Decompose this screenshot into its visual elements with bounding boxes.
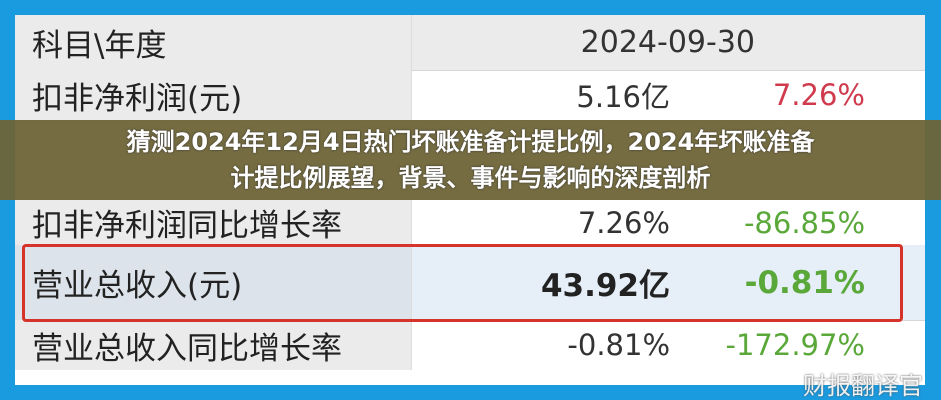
row-change: -0.81% bbox=[744, 264, 865, 301]
title-line-1: 猜测2024年12月4日热门坏账准备计提比例，2024年坏账准备 bbox=[126, 128, 815, 156]
table-header: 科目\年度 2024-09-30 bbox=[15, 15, 925, 71]
row-label: 营业总收入同比增长率 bbox=[15, 320, 412, 370]
title-overlay: 猜测2024年12月4日热门坏账准备计提比例，2024年坏账准备 计提比例展望，… bbox=[0, 120, 941, 200]
row-label: 扣非净利润同比增长率 bbox=[15, 200, 412, 245]
row-change: -86.85% bbox=[743, 205, 865, 240]
financial-table: 科目\年度 2024-09-30 扣非净利润(元) 5.16亿 7.26% 扣非… bbox=[15, 15, 925, 385]
title-line-2: 计提比例展望，背景、事件与影响的深度剖析 bbox=[230, 164, 711, 192]
row-value: -0.81% bbox=[567, 328, 670, 362]
table-row: 营业总收入同比增长率 -0.81% -172.97% bbox=[15, 320, 925, 370]
row-value: 5.16亿 bbox=[576, 80, 670, 114]
table-row: 扣非净利润同比增长率 7.26% -86.85% bbox=[15, 200, 925, 246]
row-value: 7.26% bbox=[577, 205, 670, 240]
table-row: 扣非净利润(元) 5.16亿 7.26% bbox=[15, 70, 925, 121]
header-date: 2024-09-30 bbox=[580, 25, 755, 60]
row-change: -172.97% bbox=[725, 328, 866, 362]
row-label: 扣非净利润(元) bbox=[15, 70, 412, 120]
header-label: 科目\年度 bbox=[15, 15, 412, 70]
row-label: 营业总收入(元) bbox=[15, 245, 412, 320]
row-change: 7.26% bbox=[772, 78, 865, 112]
row-value: 43.92亿 bbox=[540, 268, 670, 304]
table-row: 营业总收入(元) 43.92亿 -0.81% bbox=[15, 245, 925, 321]
watermark: 财报翻译官 bbox=[803, 372, 923, 400]
